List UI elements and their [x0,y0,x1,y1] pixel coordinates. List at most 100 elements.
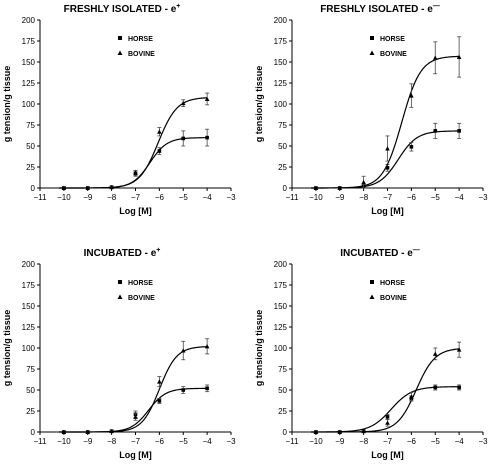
x-tick-label: −6 [407,193,417,202]
data-point-bovine [456,54,462,59]
y-tick-label: 125 [22,79,36,88]
y-tick-label: 25 [278,407,287,416]
y-tick-label: 100 [22,344,36,353]
title-superscript: + [156,247,160,254]
x-tick-label: −7 [383,437,393,446]
data-point-horse [205,135,209,140]
data-point-horse [457,129,461,133]
y-tick-label: 75 [26,121,35,130]
data-point-horse [181,388,186,392]
x-axis-label: Log [M] [371,450,403,460]
y-axis-label: g tension/g tissue [2,310,12,387]
y-tick-label: 125 [274,323,288,332]
chart-title: FRESHLY ISOLATED - e— [320,3,440,15]
data-point-bovine [133,170,138,175]
legend-label: BOVINE [128,295,155,302]
y-tick-label: 75 [26,365,35,374]
x-tick-label: −4 [203,193,213,202]
data-point-bovine [85,185,91,190]
data-point-horse [385,166,390,170]
fit-curve-bovine [311,348,460,433]
y-tick-label: 50 [278,386,287,395]
data-point-horse [181,136,186,141]
data-point-horse [433,385,438,390]
y-tick-label: 25 [26,163,35,172]
legend-marker-triangle [117,50,123,55]
data-point-bovine [85,429,91,434]
x-tick-label: −11 [34,193,48,202]
data-point-bovine [157,379,162,384]
y-tick-label: 75 [278,365,287,374]
x-tick-label: −10 [57,193,71,202]
x-tick-label: −10 [309,437,323,446]
y-tick-label: 200 [274,260,288,269]
data-point-bovine [61,185,67,190]
title-superscript: — [413,247,420,254]
y-tick-label: 100 [274,344,288,353]
x-tick-label: −9 [83,437,93,446]
fit-curve-bovine [59,97,208,189]
y-tick-label: 150 [22,302,36,311]
y-tick-label: 175 [274,37,288,46]
data-point-bovine [109,428,114,434]
y-tick-label: 150 [22,58,36,67]
legend-label: BOVINE [128,51,155,58]
data-point-bovine [313,429,319,434]
legend-label: BOVINE [380,295,407,302]
title-superscript: + [176,3,180,10]
legend-marker-square [118,36,122,40]
data-point-horse [457,385,461,390]
title-superscript: — [433,3,440,10]
x-tick-label: −11 [286,437,300,446]
legend-label: HORSE [380,280,405,287]
y-tick-label: 100 [274,100,288,109]
data-point-bovine [180,348,186,353]
y-tick-label: 200 [22,16,36,25]
x-tick-label: −10 [309,193,323,202]
data-point-bovine [204,96,210,101]
data-point-bovine [109,184,114,190]
chart-title: INCUBATED - e— [340,247,420,259]
x-tick-label: −7 [383,193,393,202]
fit-curve-horse [311,130,460,189]
data-point-bovine [157,129,162,134]
data-point-bovine [385,420,390,425]
data-point-horse [205,386,209,391]
legend-marker-square [118,280,122,284]
x-tick-label: −5 [179,437,189,446]
y-tick-label: 100 [22,100,36,109]
x-tick-label: −6 [155,193,165,202]
x-tick-label: −5 [431,437,441,446]
y-tick-label: 175 [22,281,36,290]
x-tick-label: −9 [335,437,345,446]
y-tick-label: 25 [26,407,35,416]
data-point-bovine [361,179,366,185]
y-tick-label: 25 [278,163,287,172]
legend-marker-triangle [369,294,375,299]
y-tick-label: 125 [22,323,36,332]
data-point-horse [433,129,438,133]
y-tick-label: 175 [274,281,288,290]
chart-title: FRESHLY ISOLATED - e+ [64,3,181,15]
data-point-bovine [337,185,343,190]
legend-label: BOVINE [380,51,407,58]
data-point-bovine [385,146,390,151]
y-tick-label: 0 [31,428,36,437]
legend-marker-square [370,280,374,284]
y-tick-label: 75 [278,121,287,130]
y-tick-label: 125 [274,79,288,88]
x-tick-label: −8 [107,193,117,202]
data-point-bovine [313,185,319,190]
x-tick-label: −8 [359,437,369,446]
y-axis-label: g tension/g tissue [254,66,264,143]
x-tick-label: −6 [155,437,165,446]
y-tick-label: 50 [26,142,35,151]
data-point-bovine [180,100,186,106]
fit-curve-horse [59,137,208,189]
x-tick-label: −9 [335,193,345,202]
data-point-horse [409,145,414,149]
chart-panel-4: INCUBATED - e—0255075100125150175200−11−… [254,247,488,460]
x-tick-label: −3 [478,193,488,202]
x-tick-label: −7 [131,193,141,202]
